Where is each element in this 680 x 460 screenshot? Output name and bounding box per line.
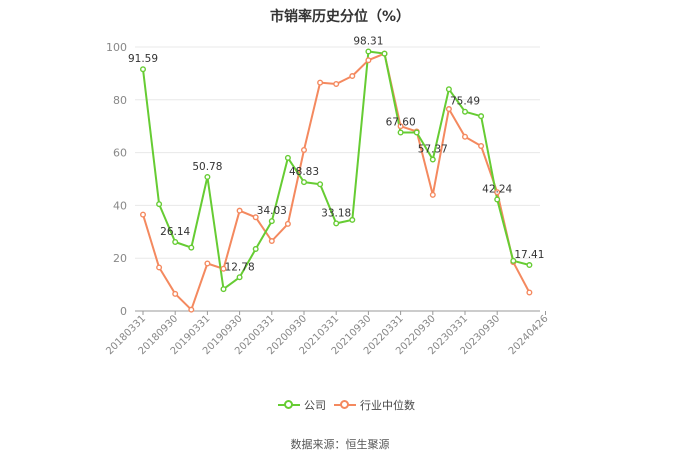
data-source-note: 数据来源：恒生聚源: [290, 438, 390, 451]
data-point-company: [301, 179, 308, 186]
data-label: 26.14: [160, 226, 190, 238]
data-point-company: [526, 262, 533, 269]
data-point-company: [462, 108, 469, 115]
data-point-company: [478, 113, 485, 120]
y-tick-label: 80: [113, 94, 127, 107]
legend-item-company[interactable]: 公司: [278, 397, 326, 413]
data-point-company: [333, 220, 340, 227]
data-point-company: [172, 238, 179, 245]
x-axis: 2018033120180930201903312019093020200331…: [104, 310, 551, 357]
data-label: 48.83: [289, 166, 319, 178]
series-line-industry: [142, 52, 531, 311]
data-label: 12.78: [225, 261, 255, 273]
data-point-company: [445, 86, 452, 93]
data-label: 57.37: [418, 144, 448, 156]
chart-title: 市销率历史分位（%）: [269, 9, 411, 25]
legend-item-industry[interactable]: 行业中位数: [334, 397, 415, 413]
data-label: 34.03: [257, 205, 287, 217]
data-point-industry: [139, 211, 146, 218]
data-point-industry: [365, 57, 372, 64]
legend-label-company: 公司: [304, 399, 326, 412]
data-label: 42.24: [482, 183, 512, 195]
data-point-company: [381, 50, 388, 57]
data-point-industry: [526, 289, 533, 296]
data-point-industry: [478, 142, 485, 149]
data-point-industry: [284, 220, 291, 227]
data-label: 75.49: [450, 96, 480, 108]
data-point-industry: [301, 146, 308, 153]
data-point-company: [220, 286, 227, 293]
data-label: 50.78: [192, 161, 222, 173]
y-axis-ticks: 0 20 40 60 80 100: [106, 41, 127, 318]
data-label: 98.31: [353, 35, 383, 47]
data-point-company: [413, 129, 420, 136]
data-label: 33.18: [321, 207, 351, 219]
data-point-industry: [172, 290, 179, 297]
data-point-company: [268, 218, 275, 225]
data-point-company: [494, 196, 501, 203]
data-point-company: [156, 201, 163, 208]
data-point-industry: [188, 306, 195, 313]
data-point-company: [284, 154, 291, 161]
data-label: 91.59: [128, 53, 158, 65]
data-point-industry: [156, 264, 163, 271]
data-point-industry: [429, 191, 436, 198]
data-point-industry: [494, 189, 501, 196]
data-point-industry: [317, 79, 324, 86]
data-point-company: [349, 216, 356, 223]
data-point-company: [510, 257, 517, 264]
data-point-industry: [333, 80, 340, 87]
x-tick-label: 20240426: [507, 313, 551, 357]
data-point-industry: [236, 207, 243, 214]
data-point-industry: [204, 260, 211, 267]
y-tick-label: 20: [113, 252, 127, 265]
data-label: 67.60: [386, 117, 416, 129]
data-point-company: [365, 48, 372, 55]
series-points: [139, 48, 533, 313]
data-point-company: [236, 274, 243, 281]
data-point-industry: [252, 214, 259, 221]
data-point-company: [429, 156, 436, 163]
data-point-industry: [220, 265, 227, 272]
data-point-company: [317, 181, 324, 188]
legend-swatch-industry: [334, 399, 356, 410]
data-point-company: [397, 129, 404, 136]
legend-label-industry: 行业中位数: [360, 399, 415, 412]
y-tick-label: 100: [106, 41, 127, 54]
data-point-industry: [349, 73, 356, 80]
data-point-company: [204, 173, 211, 180]
data-point-industry: [397, 123, 404, 130]
data-point-industry: [462, 133, 469, 140]
y-tick-label: 60: [113, 147, 127, 160]
data-point-industry: [268, 238, 275, 245]
data-point-company: [188, 244, 195, 251]
data-point-company: [139, 66, 146, 73]
y-tick-label: 0: [120, 305, 127, 318]
legend-swatch-company: [278, 399, 300, 410]
data-label: 17.41: [514, 249, 544, 261]
data-point-company: [252, 245, 259, 252]
series-lines: [142, 50, 531, 311]
data-point-industry: [445, 106, 452, 113]
y-tick-label: 40: [113, 199, 127, 212]
data-labels: 91.59 26.14 50.78 12.78 34.03 48.83 33.18 98.31…: [128, 35, 544, 273]
